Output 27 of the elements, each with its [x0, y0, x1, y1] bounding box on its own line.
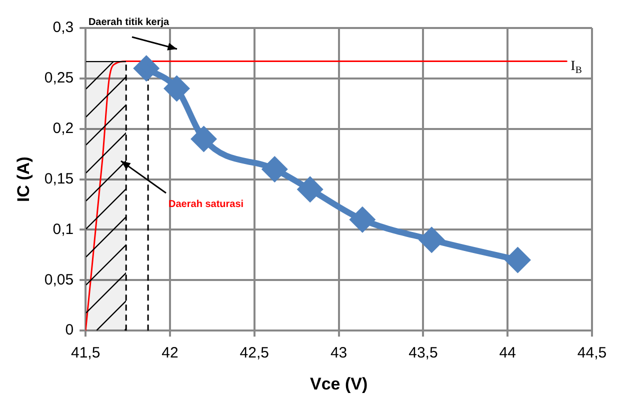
x-tick-label: 43 — [330, 344, 348, 362]
y-tick-label: 0,15 — [44, 170, 74, 188]
point — [262, 157, 287, 182]
y-tick-label: 0,3 — [52, 19, 74, 36]
x-tick-label: 44 — [499, 344, 516, 362]
point — [298, 177, 322, 202]
text: Daerah titik kerja — [88, 16, 170, 28]
point — [164, 76, 189, 101]
point — [350, 208, 374, 232]
x-tick-label: 43,5 — [408, 344, 438, 362]
x-tick-label: 44,5 — [577, 344, 607, 362]
x-tick-label: 42 — [162, 344, 178, 362]
point — [420, 228, 444, 252]
y-tick-label: 0 — [65, 322, 74, 339]
x-tick-label: 42,5 — [240, 344, 269, 362]
y-tick-label: 0,05 — [44, 271, 74, 288]
point — [134, 56, 158, 80]
point — [192, 126, 216, 151]
y-tick-label: 0,2 — [52, 120, 74, 138]
y-axis-title: IC (A) — [14, 156, 33, 202]
line-series — [86, 60, 568, 331]
y-tick-label: 0,1 — [52, 220, 74, 238]
y-tick-label: 0,25 — [44, 70, 74, 87]
x-axis-title: Vce (V) — [310, 374, 368, 394]
point — [506, 248, 530, 272]
x-tick-label: 41,5 — [70, 344, 100, 362]
annotation: Daerah saturasi — [168, 198, 244, 210]
